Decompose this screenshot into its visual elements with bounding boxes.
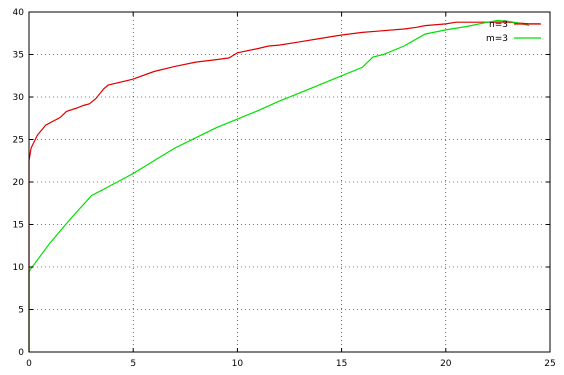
x-tick-label: 20 [440,359,452,369]
y-tick-label: 20 [13,178,25,188]
series-layer [28,19,540,352]
x-tick-label: 0 [26,359,32,369]
series-line-1 [28,21,540,352]
x-tick-label: 5 [130,359,136,369]
y-tick-label: 10 [13,263,25,273]
x-tick-label: 15 [336,359,347,369]
y-tick-label: 40 [13,8,25,18]
legend-label: n=3 [489,20,508,30]
legend-label: m=3 [486,34,508,44]
y-tick-label: 5 [18,306,24,316]
series-line-2 [28,19,530,352]
y-tick-label: 30 [13,93,25,103]
y-tick-label: 15 [13,221,24,231]
grid [29,12,550,352]
y-tick-label: 0 [18,348,24,358]
legend: n=3m=3 [486,20,541,44]
x-tick-label: 25 [544,359,555,369]
x-tick-label: 10 [232,359,244,369]
y-tick-label: 35 [13,51,24,61]
ticks: 0 5 10 15 20 25 0 5 10 15 20 25 30 35 40 [13,8,556,369]
y-tick-label: 25 [13,136,24,146]
